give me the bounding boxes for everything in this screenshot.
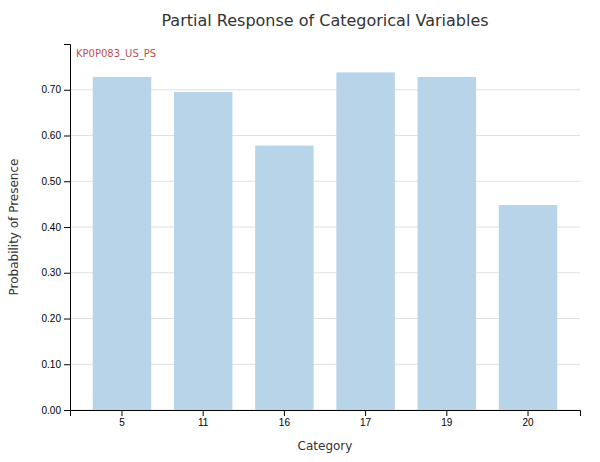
tick: 20	[522, 410, 534, 428]
tick: 0.70	[42, 84, 70, 95]
tick-label: 0.00	[42, 405, 62, 416]
tick-mark	[64, 136, 70, 137]
tick-mark	[64, 319, 70, 320]
tick: 16	[279, 410, 291, 428]
bar	[93, 77, 151, 410]
tick: 19	[441, 410, 453, 428]
bar	[499, 205, 557, 410]
x-axis-label: Category	[298, 439, 353, 453]
tick-label: 11	[198, 417, 209, 428]
axis-line	[64, 45, 71, 411]
tick-mark	[64, 273, 70, 274]
tick-mark	[203, 410, 204, 416]
tick-mark	[64, 364, 70, 365]
tick-mark	[64, 90, 70, 91]
tick-mark	[528, 410, 529, 416]
tick: 0.30	[42, 267, 70, 278]
tick: 0.50	[42, 176, 70, 187]
tick-label: 0.40	[42, 222, 62, 233]
plot-area: 0.00 0.10 0.20 0.30 0.40 0.50 0.60 0.70 5 11 16 17 1…	[42, 45, 581, 429]
bar	[336, 72, 394, 410]
tick-label: 0.20	[42, 313, 62, 324]
tick-mark	[365, 410, 366, 416]
tick: 0.10	[42, 359, 70, 370]
tick-mark	[284, 410, 285, 416]
tick-mark	[64, 227, 70, 228]
annotation: KP0P083_US_PS	[76, 48, 156, 60]
tick: 0.60	[42, 130, 70, 141]
bar	[174, 92, 232, 410]
tick-mark	[446, 410, 447, 416]
tick: 5	[119, 410, 125, 428]
title: Partial Response of Categorical Variable…	[161, 11, 488, 30]
tick-label: 5	[119, 417, 125, 428]
tick: 0.20	[42, 313, 70, 324]
tick: 0.00	[42, 405, 70, 416]
tick-label: 19	[441, 417, 453, 428]
tick-label: 0.50	[42, 176, 62, 187]
axis-line	[71, 411, 581, 417]
bar	[418, 77, 476, 410]
tick-label: 0.60	[42, 130, 62, 141]
tick-label: 16	[279, 417, 291, 428]
tick-mark	[64, 181, 70, 182]
tick-label: 17	[360, 417, 372, 428]
tick: 0.40	[42, 222, 70, 233]
x-axis: 5 11 16 17 19 20	[71, 410, 581, 428]
bars	[93, 72, 558, 410]
tick-mark	[64, 410, 70, 411]
y-axis: 0.00 0.10 0.20 0.30 0.40 0.50 0.60 0.70	[42, 45, 71, 416]
tick-label: 0.30	[42, 267, 62, 278]
tick-label: 0.10	[42, 359, 62, 370]
tick-label: 20	[522, 417, 534, 428]
tick-mark	[121, 410, 122, 416]
y-axis-label: Probability of Presence	[7, 159, 21, 296]
tick: 11	[198, 410, 209, 428]
chart: 0.00 0.10 0.20 0.30 0.40 0.50 0.60 0.70 5 11 16 17 1…	[0, 0, 600, 462]
tick-label: 0.70	[42, 84, 62, 95]
bar	[255, 146, 313, 410]
tick: 17	[360, 410, 372, 428]
